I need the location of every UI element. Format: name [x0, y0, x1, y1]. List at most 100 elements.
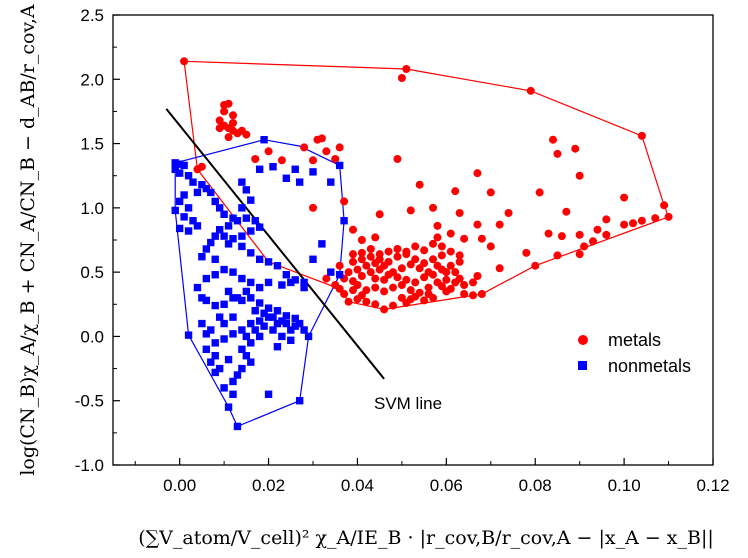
point-nonmetals — [175, 169, 184, 177]
point-metals — [664, 212, 673, 221]
point-nonmetals — [309, 168, 317, 176]
x-tick-label: 0.12 — [696, 476, 729, 495]
point-metals — [411, 278, 420, 287]
point-nonmetals — [207, 188, 215, 197]
point-metals — [340, 290, 349, 298]
point-metals — [420, 296, 429, 305]
point-nonmetals — [287, 336, 295, 344]
point-metals — [224, 99, 233, 108]
point-nonmetals — [207, 326, 215, 334]
point-nonmetals — [198, 319, 206, 328]
point-nonmetals — [282, 174, 291, 182]
point-metals — [371, 233, 380, 242]
point-nonmetals — [304, 332, 313, 341]
legend-marker-metals — [578, 335, 588, 345]
point-nonmetals — [242, 352, 251, 360]
point-nonmetals — [229, 390, 237, 398]
point-metals — [229, 111, 237, 120]
point-nonmetals — [247, 358, 255, 366]
data-points — [171, 57, 673, 431]
point-metals — [309, 156, 317, 165]
point-metals — [362, 297, 371, 306]
point-nonmetals — [247, 339, 255, 347]
point-metals — [580, 242, 589, 251]
svm-line — [165, 108, 385, 380]
point-metals — [389, 283, 397, 292]
point-nonmetals — [211, 368, 219, 377]
point-nonmetals — [233, 422, 242, 431]
x-tick-label: 0.00 — [163, 476, 196, 495]
point-nonmetals — [335, 271, 344, 279]
point-metals — [455, 209, 464, 217]
point-nonmetals — [255, 223, 264, 231]
y-tick-label: 0.5 — [80, 263, 104, 282]
point-nonmetals — [238, 345, 246, 353]
point-nonmetals — [291, 165, 299, 173]
point-metals — [460, 281, 469, 289]
point-metals — [451, 278, 460, 287]
point-nonmetals — [215, 204, 224, 212]
point-metals — [504, 209, 513, 217]
point-metals — [322, 274, 331, 283]
point-nonmetals — [202, 345, 211, 353]
point-nonmetals — [300, 283, 308, 292]
y-axis-title: log(CN_B)χ_A/χ_B + CN_A/CN_B − d_AB/r_co… — [17, 4, 39, 476]
point-nonmetals — [287, 278, 295, 287]
point-nonmetals — [207, 358, 215, 366]
y-tick-label: -1.0 — [75, 456, 104, 475]
point-metals — [331, 281, 340, 289]
point-metals — [349, 257, 357, 266]
point-nonmetals — [255, 255, 264, 263]
point-nonmetals — [224, 355, 233, 364]
point-metals — [309, 203, 317, 212]
point-nonmetals — [233, 294, 242, 302]
point-nonmetals — [189, 178, 197, 186]
point-metals — [393, 245, 402, 253]
point-metals — [357, 255, 366, 264]
point-nonmetals — [175, 197, 184, 206]
point-nonmetals — [255, 165, 264, 173]
tick-labels: 0.00 0.02 0.04 0.06 0.08 0.10 0.12 -1.0 -0.5 0.0 0… — [75, 6, 730, 495]
point-nonmetals — [198, 294, 206, 302]
point-metals — [549, 135, 557, 144]
point-metals — [251, 155, 260, 163]
point-metals — [371, 274, 380, 283]
point-nonmetals — [184, 227, 193, 235]
point-nonmetals — [278, 317, 286, 325]
point-metals — [571, 144, 580, 153]
point-metals — [620, 193, 629, 202]
point-nonmetals — [269, 326, 277, 334]
point-metals — [469, 291, 477, 300]
point-metals — [353, 265, 362, 274]
point-nonmetals — [211, 197, 219, 206]
point-metals — [593, 225, 602, 234]
point-metals — [433, 261, 442, 270]
point-nonmetals — [238, 364, 246, 373]
point-nonmetals — [175, 224, 184, 233]
point-metals — [402, 65, 411, 73]
point-nonmetals — [211, 352, 219, 360]
point-nonmetals — [198, 181, 206, 189]
point-nonmetals — [202, 274, 211, 283]
point-nonmetals — [215, 226, 224, 234]
point-nonmetals — [318, 240, 326, 248]
point-nonmetals — [273, 343, 282, 351]
point-nonmetals — [220, 319, 228, 328]
point-metals — [544, 229, 553, 238]
point-metals — [429, 239, 437, 248]
point-nonmetals — [220, 232, 228, 240]
point-metals — [371, 283, 380, 292]
point-metals — [575, 171, 584, 180]
point-metals — [637, 216, 646, 225]
point-nonmetals — [238, 178, 246, 186]
point-metals — [224, 133, 233, 142]
point-nonmetals — [335, 161, 344, 170]
point-nonmetals — [180, 191, 188, 199]
point-metals — [424, 268, 433, 277]
point-metals — [335, 143, 344, 152]
point-nonmetals — [282, 271, 291, 279]
point-nonmetals — [242, 287, 251, 296]
point-metals — [437, 251, 446, 260]
point-metals — [402, 247, 411, 256]
point-metals — [602, 230, 611, 239]
